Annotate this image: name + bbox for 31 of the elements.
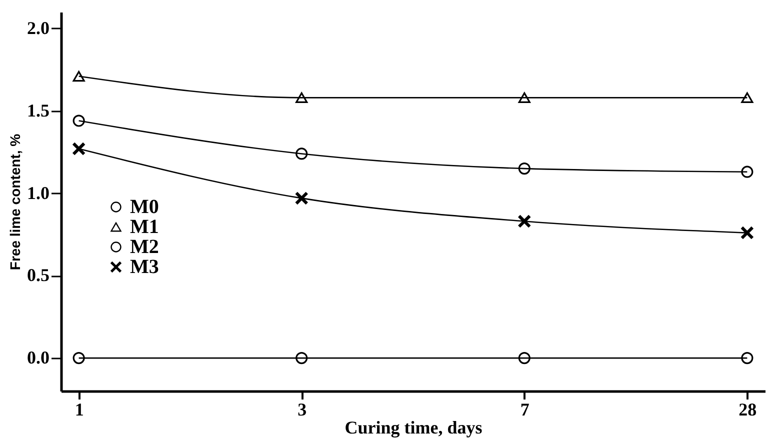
y-tick-label: 2.0 xyxy=(27,18,50,38)
point xyxy=(518,352,530,364)
y-tick-label: 1.0 xyxy=(27,182,50,203)
point xyxy=(296,92,308,104)
x-axis-title: Curing time, days xyxy=(344,418,482,438)
point xyxy=(296,352,308,364)
legend-label: M0 xyxy=(130,196,159,218)
legend-label: M2 xyxy=(130,236,159,258)
point xyxy=(296,192,308,204)
point xyxy=(518,92,530,104)
y-tick-label: 0.0 xyxy=(27,348,50,368)
point xyxy=(741,166,754,178)
y-axis-title: Free lime content, % xyxy=(7,133,23,270)
point xyxy=(296,148,308,160)
point xyxy=(72,352,85,364)
point xyxy=(741,226,754,239)
point xyxy=(741,92,754,104)
legend-label: M3 xyxy=(130,256,159,278)
x-tick-label: 3 xyxy=(298,400,307,420)
x-tick-label: 1 xyxy=(74,400,84,420)
y-tick-label: 1.5 xyxy=(27,100,50,120)
x-tick-label: 28 xyxy=(738,400,757,420)
point xyxy=(72,114,85,127)
point xyxy=(72,142,85,155)
legend-label: M1 xyxy=(130,216,159,238)
point xyxy=(72,70,85,82)
point xyxy=(518,215,530,228)
y-tick-label: 0.5 xyxy=(27,265,50,286)
x-tick-label: 7 xyxy=(520,400,530,420)
point xyxy=(741,352,754,364)
point xyxy=(518,162,530,175)
